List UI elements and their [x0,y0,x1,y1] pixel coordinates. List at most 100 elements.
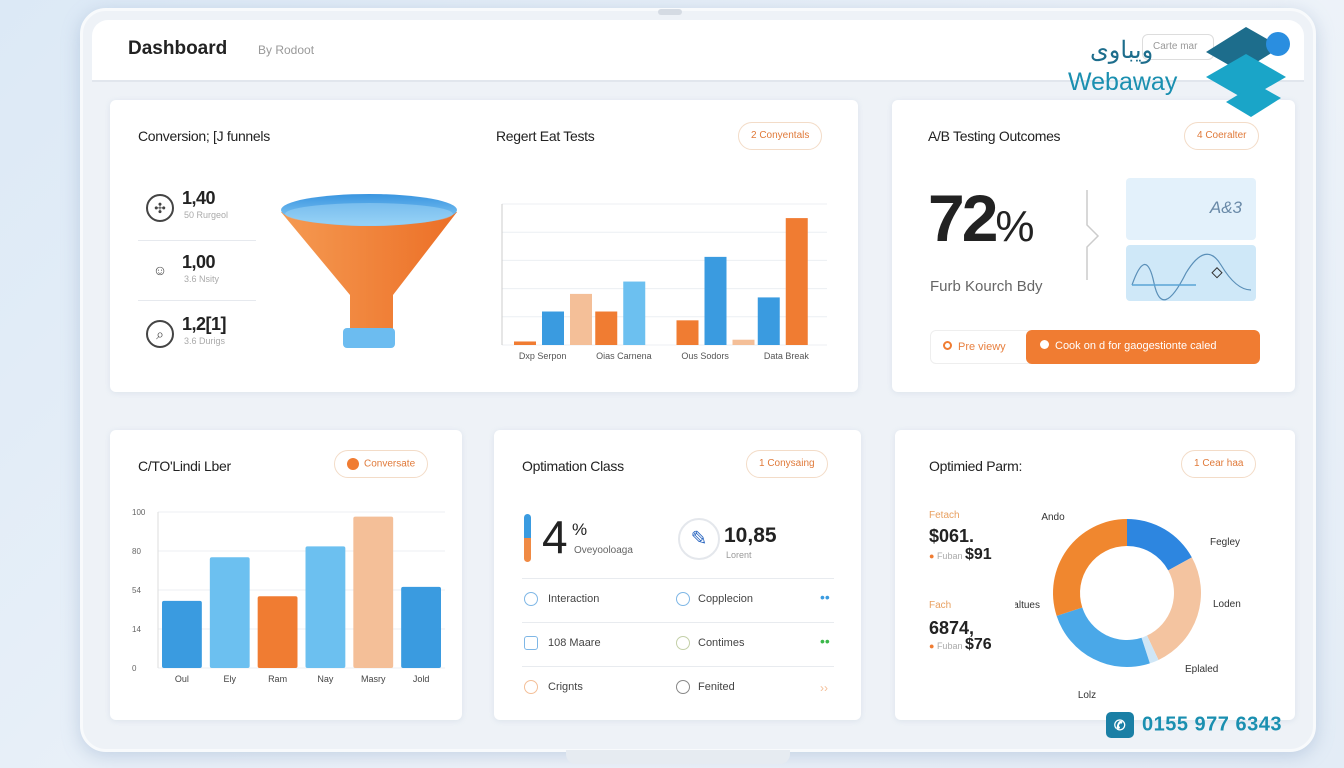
bar [732,339,755,345]
circle-icon [1040,340,1049,349]
wave-chart-icon [1131,253,1252,301]
donut-slice [1056,607,1150,667]
donut-slice [1053,519,1127,616]
bar [676,320,699,345]
bookmark-icon [524,636,538,650]
ab-badge[interactable]: 4 Coeralter [1184,122,1260,150]
tests-badge[interactable]: 2 Conyentals [738,122,823,150]
arrow-icon: ›› [820,681,828,695]
dashboard-header: Dashboard By Rodoot Carte mar [92,20,1304,82]
funnel-graphic [281,194,457,348]
list-item-label: Interaction [548,593,600,605]
list-item-label: Fenited [698,681,735,693]
y-tick-label: 100 [132,508,146,517]
opt-badge[interactable]: 1 Conysaing [746,450,828,478]
header-search-button[interactable]: Carte mar [1142,34,1214,60]
list-item-label: Copplecion [698,593,754,605]
funnel-stat: ✣ 1,40 50 Rurgeol [146,188,261,248]
stat-label: 50 Rurgeol [184,210,229,220]
phone-icon: ✆ [1106,712,1134,738]
compass-icon: ✣ [146,194,174,222]
params-card-title: Optimied Parm: [929,458,1023,474]
entry-sub-value: $91 [964,546,992,563]
phone-number: 0155 977 6343 [1142,713,1282,736]
bar [595,311,618,345]
primary-action-label: Cook on d for gaogestionte caled [1055,340,1217,352]
x-tick-label: Ous Sodors [681,351,729,361]
progress-indicator [524,514,531,562]
opt-card-title: Optimation Class [522,458,624,474]
cto-badge[interactable]: Conversate [334,450,429,478]
donut-label: Valtues [1015,600,1040,611]
radio-icon [943,341,952,350]
users-icon: ☺ [152,262,168,278]
variant-a-panel[interactable]: A&3 [1126,178,1256,240]
ab-result: 72% [928,180,1035,256]
entry-value: $061. [929,526,975,546]
bar [514,341,536,345]
y-tick-label: 0 [132,664,137,673]
params-donut-chart: Fegley Loden Eplaled Lolz Valtues Ando [1015,512,1241,700]
variant-label: A&3 [1209,198,1242,217]
x-tick-label: Nay [317,674,334,684]
search-icon: ⌕ [146,320,174,348]
stat-value: 1,40 [182,188,216,208]
list-item[interactable]: Crignts Fenited ›› [522,666,834,710]
bar [785,218,808,345]
bar [757,297,780,345]
params-badge[interactable]: 1 Cear haa [1181,450,1257,478]
divider [138,300,256,301]
cto-card-title: C/TO'Lindi Lber [138,458,231,474]
ab-value: 72 [928,181,998,255]
clock-icon [524,592,538,606]
opt-pct-label: Oveyooloaga [574,545,633,556]
entry-sub-value: $76 [964,636,992,653]
funnel-card: Conversion; [J funnels ✣ 1,40 50 Rurgeol… [110,100,858,392]
cto-bar-chart: 0 14 54 80 100 Oul Ely Ram Nay Masry Jold [132,508,445,684]
page-subtitle: By Rodoot [258,43,315,57]
x-tick-label: Jold [413,674,430,684]
list-item[interactable]: Interaction Copplecion •• [522,578,834,622]
tests-bar-chart: Dxp Serpon Oias Carnena Ous Sodors Data Bre… [501,203,827,361]
bar [209,557,250,668]
funnel-stat: ⌕ 1,2[1] 3.6 Durigs [146,314,261,374]
bar [542,311,564,345]
optimization-card: Optimation Class 1 Conysaing 4 % Oveyool… [494,430,861,720]
leaf-icon [676,636,690,650]
contact-phone[interactable]: ✆ 0155 977 6343 [1106,712,1282,738]
record-icon [676,680,690,694]
logo-arabic: ويباوى [1090,37,1154,64]
entry-sub-label: Fuban [936,641,963,651]
edit-icon: ✎ [678,518,720,560]
stat-value: 1,00 [182,252,216,272]
x-tick-label: Oias Carnena [596,351,652,361]
status-dots-icon: •• [820,633,830,649]
donut-label: Fegley [1210,537,1240,548]
bar [257,596,298,668]
camera-notch [658,9,682,15]
stat-value: 1,2[1] [182,314,227,334]
ab-unit: % [995,202,1034,251]
preview-button[interactable]: Pre viewy [930,330,1030,364]
ab-testing-card: A/B Testing Outcomes 4 Coeralter 72% Fur… [892,100,1295,392]
bar [305,546,346,668]
x-tick-label: Data Break [764,351,810,361]
x-tick-label: Ely [223,674,236,684]
x-tick-label: Masry [361,674,386,684]
primary-action-button[interactable]: Cook on d for gaogestionte caled [1026,330,1260,364]
y-tick-label: 14 [132,625,141,634]
donut-label: Eplaled [1185,664,1218,675]
bar [401,586,441,668]
logo-mark-icon [1206,27,1290,117]
list-item[interactable]: 108 Maare Contimes •• [522,622,834,666]
bar [570,293,592,345]
donut-slice [1141,635,1159,664]
status-dots-icon: •• [820,589,830,605]
donut-label: Loden [1213,599,1241,610]
chevron-right-icon [1086,190,1100,280]
entry-label: Fach [929,600,952,611]
funnel-stat: ☺ 1,00 3.6 Nsity [146,252,261,312]
variant-b-panel[interactable] [1126,245,1256,301]
list-item-label: 108 Maare [548,637,601,649]
donut-label: Ando [1041,512,1065,523]
